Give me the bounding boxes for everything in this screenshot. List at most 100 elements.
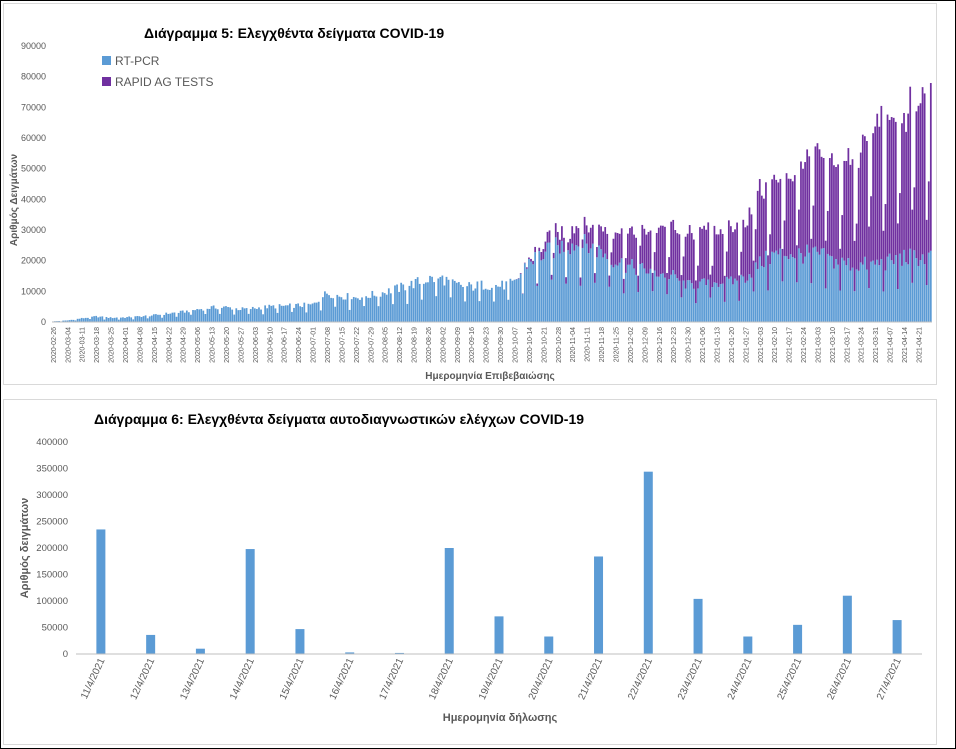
bar-rapid-ag-tests [666, 272, 668, 295]
bar-rt-pcr [831, 256, 833, 322]
bar-rapid-ag-tests [899, 193, 901, 254]
bar-rt-pcr [709, 297, 712, 322]
bar-rt-pcr [929, 250, 932, 322]
bar-rapid-ag-tests [909, 86, 912, 249]
bar-rt-pcr [303, 302, 306, 322]
bar-rt-pcr [78, 318, 81, 322]
bar-rt-pcr [600, 249, 602, 322]
bar-rt-pcr [196, 309, 199, 322]
bar-rapid-ag-tests [822, 157, 825, 249]
bar-rt-pcr [705, 285, 708, 322]
bar-rapid-ag-tests [758, 179, 761, 257]
bar-rapid-ag-tests [709, 274, 712, 298]
x-tick-label: 2021-04-14 [902, 327, 909, 363]
bar-self-test-samples [693, 598, 703, 654]
x-tick-label: 2020-12-30 [686, 327, 693, 363]
x-tick-label: 2020-09-23 [484, 327, 491, 363]
bar-rt-pcr [839, 290, 842, 322]
x-tick-label: 2021-03-24 [859, 327, 866, 363]
bar-rt-pcr [674, 274, 677, 322]
bar-rapid-ag-tests [880, 105, 883, 260]
bar-rapid-ag-tests [664, 226, 666, 278]
bar-rapid-ag-tests [701, 228, 703, 279]
bar-rapid-ag-tests [818, 149, 821, 255]
chart-5-title: Διάγραμμα 5: Ελεγχθέντα δείγματα COVID-1… [144, 25, 444, 41]
bar-rapid-ag-tests [534, 246, 536, 253]
bar-rt-pcr [447, 279, 450, 322]
bar-rapid-ag-tests [771, 179, 773, 252]
bar-rt-pcr [464, 301, 466, 322]
x-tick-label: 14/4/2021 [228, 656, 257, 701]
bar-rt-pcr [441, 275, 444, 322]
bar-rt-pcr [534, 252, 536, 322]
bar-rt-pcr [651, 291, 654, 322]
y-tick-label: 30000 [21, 225, 46, 235]
bar-rt-pcr [878, 265, 881, 322]
bar-rt-pcr [443, 285, 446, 322]
bar-rapid-ag-tests [804, 162, 806, 257]
bar-rt-pcr [72, 319, 75, 322]
bar-rt-pcr [311, 303, 314, 322]
bar-rapid-ag-tests [872, 133, 874, 261]
bar-rt-pcr [598, 245, 600, 322]
bar-rt-pcr [334, 306, 337, 322]
bar-rapid-ag-tests [591, 224, 594, 244]
bar-rt-pcr [556, 245, 559, 322]
bar-rapid-ag-tests [779, 178, 782, 249]
bar-rapid-ag-tests [682, 256, 685, 281]
bar-rt-pcr [381, 292, 384, 322]
bar-rapid-ag-tests [571, 226, 574, 244]
bar-rt-pcr [190, 314, 192, 322]
bar-rt-pcr [633, 268, 635, 322]
bar-rapid-ag-tests [876, 113, 879, 260]
bar-rt-pcr [561, 240, 563, 322]
bar-rt-pcr [587, 253, 590, 322]
bar-rt-pcr [198, 309, 201, 322]
bar-rt-pcr [367, 297, 370, 322]
bar-rapid-ag-tests [651, 272, 654, 292]
bar-rt-pcr [715, 282, 718, 322]
bar-rt-pcr [249, 309, 252, 322]
x-tick-label: 11/4/2021 [79, 656, 108, 701]
bar-rt-pcr [810, 283, 813, 322]
bar-rapid-ag-tests [738, 275, 741, 301]
bar-rt-pcr [872, 260, 874, 322]
bar-rt-pcr [392, 304, 394, 322]
bar-rt-pcr [418, 283, 421, 322]
bar-rt-pcr [179, 310, 182, 322]
bar-rt-pcr [286, 305, 289, 322]
bar-rapid-ag-tests [791, 181, 794, 258]
bar-rt-pcr [579, 285, 582, 322]
bar-rt-pcr [870, 261, 872, 322]
bar-rt-pcr [874, 264, 877, 322]
x-tick-label: 2020-09-02 [440, 327, 447, 363]
bar-rt-pcr [785, 256, 788, 322]
y-tick-label: 350000 [36, 464, 68, 475]
x-tick-label: 2020-02-26 [51, 327, 58, 363]
x-tick-label: 2020-04-15 [152, 327, 159, 363]
bar-self-test-samples [245, 549, 255, 654]
bar-rt-pcr [643, 268, 646, 322]
bar-rapid-ag-tests [911, 209, 914, 283]
bar-rt-pcr [99, 316, 102, 322]
bar-rt-pcr [748, 274, 751, 322]
bar-rt-pcr [439, 276, 442, 322]
bar-rt-pcr [233, 314, 236, 322]
bar-self-test-samples [594, 556, 604, 654]
bar-rt-pcr [332, 298, 335, 322]
bar-rt-pcr [855, 269, 858, 322]
legend-swatch-rt-pcr [102, 56, 111, 65]
bar-rt-pcr [571, 243, 574, 322]
bar-rt-pcr [66, 320, 69, 322]
bar-rt-pcr [270, 305, 273, 322]
bar-rt-pcr [921, 254, 924, 322]
bar-rt-pcr [142, 316, 145, 322]
bar-rt-pcr [901, 265, 903, 322]
bar-rapid-ag-tests [659, 225, 662, 274]
bar-rt-pcr [336, 294, 339, 322]
bar-rt-pcr [905, 262, 907, 322]
bar-rt-pcr [375, 296, 378, 322]
bar-rt-pcr [437, 278, 440, 322]
x-tick-label: 19/4/2021 [477, 656, 506, 701]
bar-rt-pcr [767, 290, 769, 322]
